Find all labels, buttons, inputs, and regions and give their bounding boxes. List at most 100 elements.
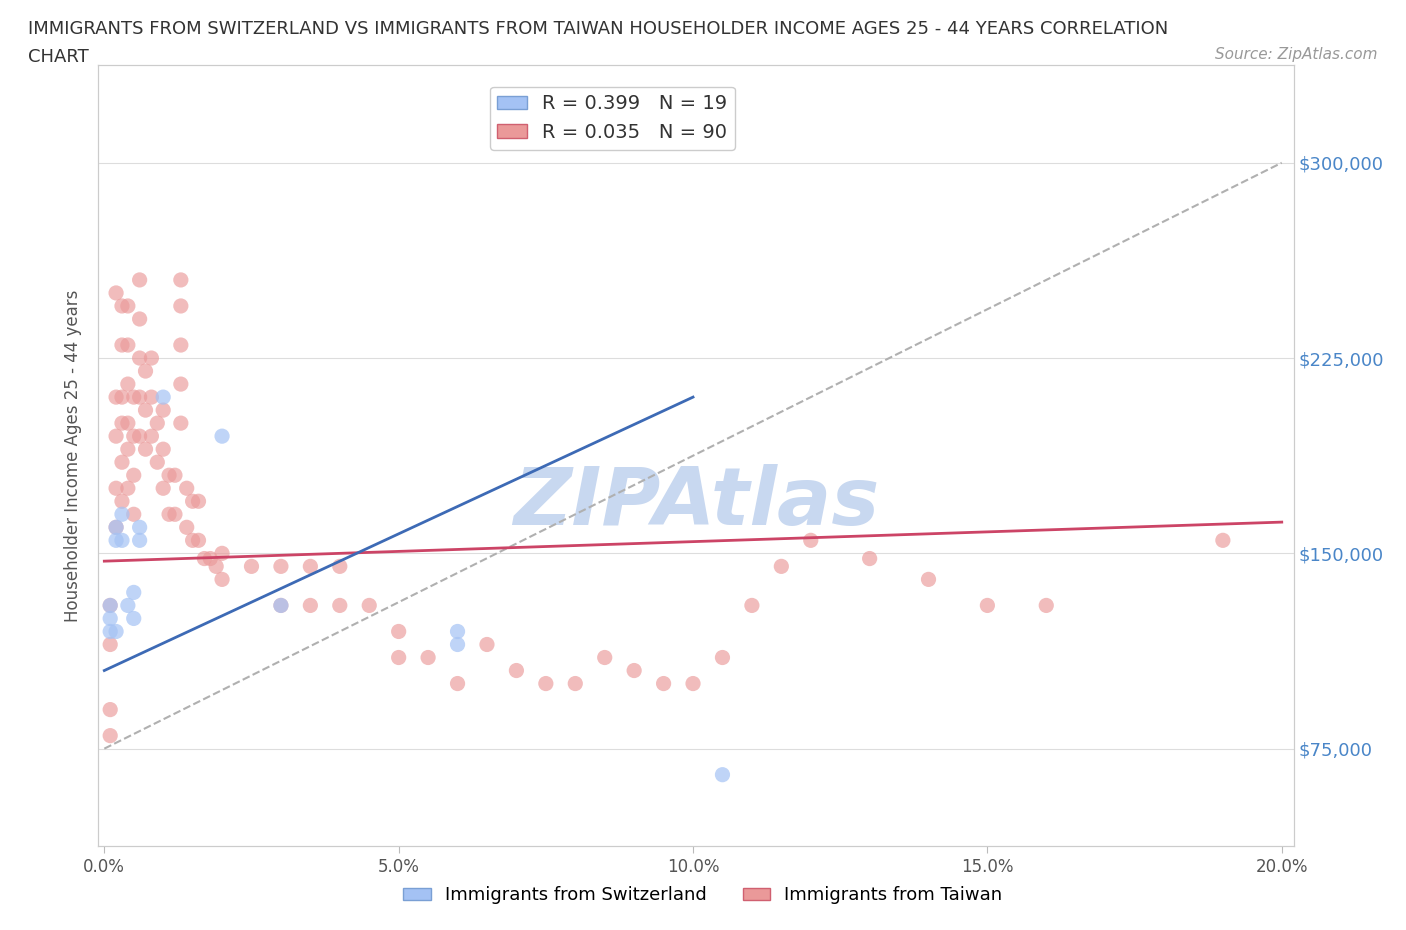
Point	[105, 286, 128, 300]
Point	[211, 546, 233, 561]
Point	[98, 624, 121, 639]
Point	[122, 585, 145, 600]
Point	[122, 390, 145, 405]
Point	[299, 559, 322, 574]
Point	[176, 520, 198, 535]
Point	[105, 624, 128, 639]
Point	[122, 611, 145, 626]
Point	[105, 533, 128, 548]
Point	[270, 598, 292, 613]
Point	[170, 272, 193, 287]
Point	[111, 338, 134, 352]
Point	[128, 390, 150, 405]
Point	[134, 403, 156, 418]
Point	[1035, 598, 1057, 613]
Point	[1212, 533, 1234, 548]
Point	[111, 494, 134, 509]
Point	[152, 403, 174, 418]
Text: CHART: CHART	[28, 48, 89, 66]
Text: ZIPAtlas: ZIPAtlas	[513, 463, 879, 541]
Point	[211, 572, 233, 587]
Point	[98, 611, 121, 626]
Point	[446, 676, 468, 691]
Point	[163, 507, 186, 522]
Point	[917, 572, 939, 587]
Point	[105, 520, 128, 535]
Point	[800, 533, 823, 548]
Point	[128, 351, 150, 365]
Point	[128, 520, 150, 535]
Point	[193, 551, 215, 566]
Point	[163, 468, 186, 483]
Point	[446, 624, 468, 639]
Point	[128, 429, 150, 444]
Point	[98, 702, 121, 717]
Point	[141, 351, 163, 365]
Point	[388, 650, 411, 665]
Y-axis label: Householder Income Ages 25 - 44 years: Householder Income Ages 25 - 44 years	[65, 289, 83, 622]
Point	[128, 533, 150, 548]
Point	[111, 416, 134, 431]
Point	[240, 559, 263, 574]
Point	[388, 624, 411, 639]
Point	[976, 598, 998, 613]
Point	[146, 455, 169, 470]
Point	[181, 533, 204, 548]
Point	[141, 429, 163, 444]
Point	[593, 650, 616, 665]
Point	[122, 468, 145, 483]
Point	[98, 728, 121, 743]
Point	[105, 429, 128, 444]
Point	[111, 390, 134, 405]
Point	[505, 663, 527, 678]
Text: Source: ZipAtlas.com: Source: ZipAtlas.com	[1215, 46, 1378, 61]
Point	[446, 637, 468, 652]
Point	[117, 299, 139, 313]
Point	[329, 559, 352, 574]
Point	[416, 650, 439, 665]
Point	[170, 299, 193, 313]
Point	[564, 676, 586, 691]
Point	[682, 676, 704, 691]
Point	[117, 416, 139, 431]
Point	[359, 598, 381, 613]
Point	[152, 390, 174, 405]
Point	[111, 299, 134, 313]
Point	[170, 416, 193, 431]
Point	[623, 663, 645, 678]
Point	[329, 598, 352, 613]
Point	[741, 598, 763, 613]
Point	[117, 377, 139, 392]
Point	[98, 598, 121, 613]
Point	[652, 676, 675, 691]
Point	[187, 494, 209, 509]
Point	[170, 338, 193, 352]
Point	[111, 533, 134, 548]
Point	[122, 507, 145, 522]
Point	[122, 429, 145, 444]
Point	[105, 520, 128, 535]
Point	[170, 377, 193, 392]
Point	[146, 416, 169, 431]
Point	[141, 390, 163, 405]
Point	[111, 507, 134, 522]
Point	[187, 533, 209, 548]
Point	[770, 559, 793, 574]
Point	[270, 598, 292, 613]
Point	[534, 676, 557, 691]
Point	[152, 442, 174, 457]
Point	[98, 637, 121, 652]
Point	[117, 442, 139, 457]
Point	[200, 551, 222, 566]
Point	[711, 650, 734, 665]
Point	[128, 312, 150, 326]
Point	[205, 559, 228, 574]
Text: IMMIGRANTS FROM SWITZERLAND VS IMMIGRANTS FROM TAIWAN HOUSEHOLDER INCOME AGES 25: IMMIGRANTS FROM SWITZERLAND VS IMMIGRANT…	[28, 20, 1168, 38]
Point	[211, 429, 233, 444]
Point	[117, 598, 139, 613]
Legend: R = 0.399   N = 19, R = 0.035   N = 90: R = 0.399 N = 19, R = 0.035 N = 90	[489, 86, 735, 150]
Point	[152, 481, 174, 496]
Point	[299, 598, 322, 613]
Point	[105, 390, 128, 405]
Point	[475, 637, 498, 652]
